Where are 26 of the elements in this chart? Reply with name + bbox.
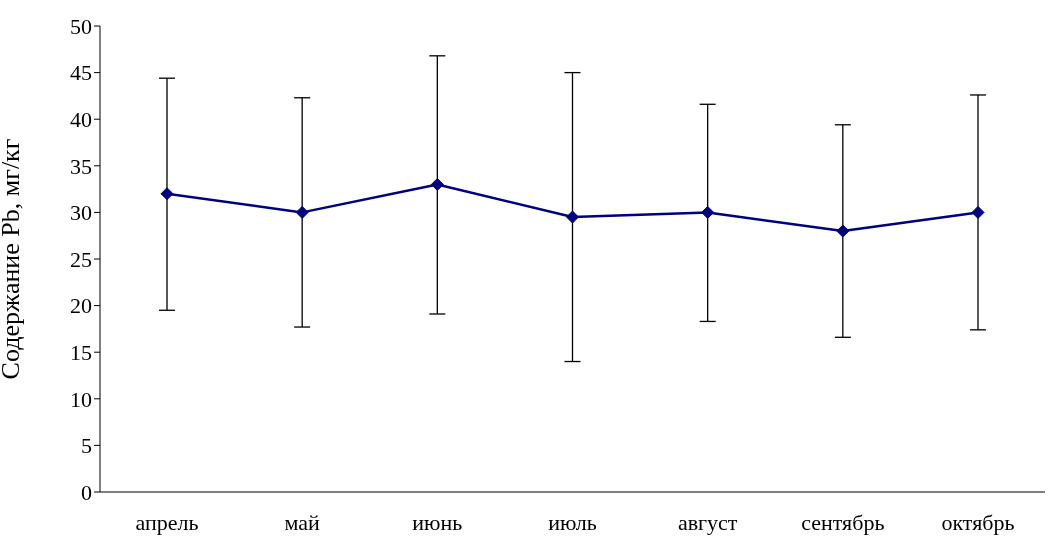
point — [836, 224, 850, 238]
point — [430, 177, 444, 191]
x-tick-label: август — [677, 509, 738, 535]
y-tick-label: 30 — [70, 200, 92, 226]
y-tick-label: 35 — [70, 153, 92, 179]
y-tick-label: 25 — [70, 246, 92, 272]
y-tick-label: 40 — [70, 107, 92, 133]
y-tick-label: 10 — [70, 386, 92, 412]
point — [566, 210, 579, 224]
x-tick-label: апрель — [135, 509, 199, 535]
x-tick-label: октябрь — [941, 509, 1015, 535]
x-tick-label: июнь — [412, 509, 463, 535]
x-tick-label: май — [284, 509, 321, 535]
point — [971, 205, 985, 219]
point — [295, 205, 309, 219]
y-axis-title: Содержание Pb, мг/кг — [0, 138, 26, 380]
y-tick-label: 0 — [81, 479, 92, 505]
y-tick-label: 15 — [70, 340, 92, 366]
y-tick-label: 20 — [70, 293, 92, 319]
point — [160, 187, 174, 201]
y-tick-label: 45 — [70, 60, 92, 86]
y-tick-label: 5 — [81, 433, 92, 459]
x-tick-label: июль — [548, 509, 597, 535]
x-tick-label: сентябрь — [801, 509, 885, 535]
y-tick-label: 50 — [70, 13, 92, 39]
point — [701, 205, 715, 219]
